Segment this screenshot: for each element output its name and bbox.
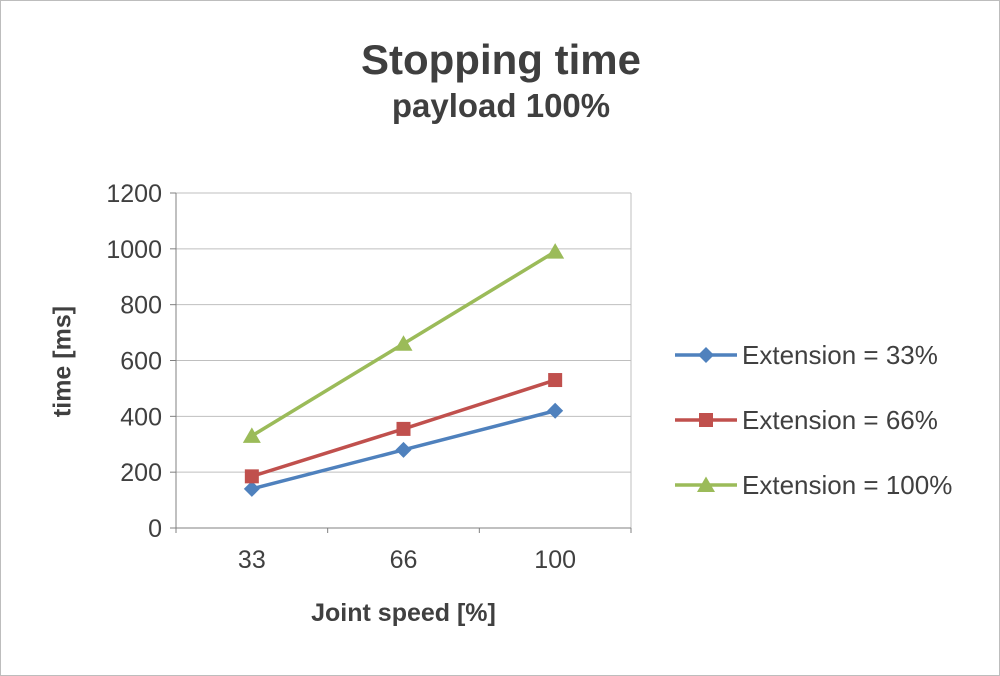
legend-label: Extension = 33% [742,339,938,370]
svg-text:400: 400 [120,403,162,431]
legend-label: Extension = 100% [742,469,953,500]
svg-text:800: 800 [120,292,162,320]
chart-title-block: Stopping time payload 100% [1,35,999,127]
svg-text:100: 100 [534,546,576,574]
x-axis-title: Joint speed [%] [311,599,496,627]
y-axis-title: time [ms] [48,305,77,418]
chart-subtitle: payload 100% [391,87,611,124]
svg-text:0: 0 [148,515,162,543]
svg-text:1200: 1200 [106,180,162,208]
legend-item-extension-66: Extension = 66% [673,398,952,442]
legend-label: Extension = 66% [742,404,938,435]
svg-text:66: 66 [390,546,418,574]
legend-marker-square-icon [675,413,737,427]
svg-text:600: 600 [120,348,162,376]
legend-item-extension-33: Extension = 33% [673,333,952,377]
legend-marker-triangle-icon [675,476,737,492]
legend-item-extension-100: Extension = 100% [673,463,952,507]
svg-text:200: 200 [120,459,162,487]
legend-marker-diamond-icon [675,347,737,363]
svg-text:33: 33 [238,546,266,574]
svg-text:1000: 1000 [106,236,162,264]
chart-title: Stopping time [361,36,641,83]
legend: Extension = 33% Extension = 66% Extensio… [673,333,952,507]
